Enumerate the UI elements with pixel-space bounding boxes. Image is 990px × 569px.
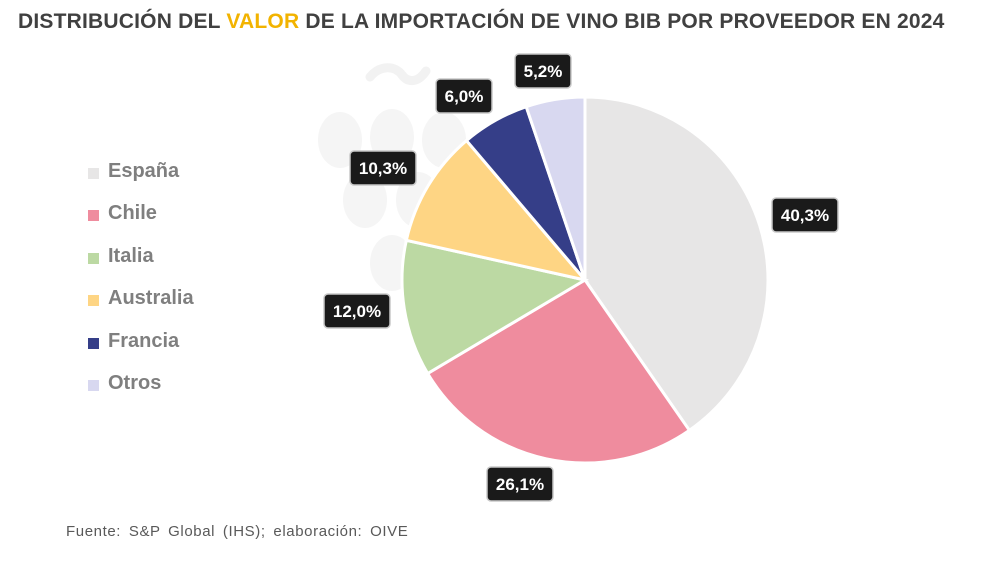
pie-slice xyxy=(404,138,590,283)
data-label: 10,3% xyxy=(349,150,417,186)
legend-item: Chile xyxy=(88,193,194,236)
data-label: 5,2% xyxy=(514,53,572,89)
data-label-text: 10,3% xyxy=(359,159,407,178)
data-label-box xyxy=(514,53,572,89)
legend-swatch xyxy=(88,295,99,307)
legend-swatch xyxy=(88,210,99,222)
legend-label: Francia xyxy=(108,329,180,352)
title-suffix: DE LA IMPORTACIÓN DE VINO BIB POR PROVEE… xyxy=(305,10,945,33)
data-label-box xyxy=(349,150,417,186)
legend-swatch xyxy=(88,380,99,392)
data-label: 26,1% xyxy=(486,466,554,502)
pie-slice xyxy=(583,95,770,433)
data-label-text: 26,1% xyxy=(496,475,544,494)
data-label: 6,0% xyxy=(435,78,493,114)
legend-item: Francia xyxy=(88,320,194,363)
legend-item: España xyxy=(88,150,194,193)
legend-label: España xyxy=(108,159,180,182)
legend-item: Italia xyxy=(88,235,194,278)
legend-swatch xyxy=(88,337,99,349)
legend-swatch xyxy=(88,252,99,264)
legend-swatch xyxy=(88,167,99,179)
legend-item: Australia xyxy=(88,278,194,321)
legend-item: Otros xyxy=(88,363,194,406)
data-label-text: 5,2% xyxy=(524,62,563,81)
data-label: 40,3% xyxy=(771,197,839,233)
source-note: Fuente: S&P Global (IHS); elaboración: O… xyxy=(66,523,409,540)
legend-label: Chile xyxy=(108,202,157,225)
pie-slice xyxy=(524,95,587,281)
chart-title: DISTRIBUCIÓN DEL VALOR DE LA IMPORTACIÓN… xyxy=(18,10,978,34)
data-label-box xyxy=(323,293,391,329)
data-label-text: 12,0% xyxy=(333,302,381,321)
title-prefix: DISTRIBUCIÓN DEL xyxy=(18,10,221,33)
data-label-box xyxy=(486,466,554,502)
data-label-text: 6,0% xyxy=(445,87,484,106)
pie-slice xyxy=(400,238,590,376)
legend-label: Otros xyxy=(108,372,162,395)
title-highlight: VALOR xyxy=(226,10,300,33)
legend-label: Italia xyxy=(108,244,154,267)
legend: España Chile Italia Australia Francia Otros xyxy=(88,150,194,405)
data-label: 12,0% xyxy=(323,293,391,329)
data-label-text: 40,3% xyxy=(781,206,829,225)
data-label-box xyxy=(435,78,493,114)
legend-label: Australia xyxy=(108,287,194,310)
pie-slice xyxy=(425,277,692,465)
data-label-box xyxy=(771,197,839,233)
